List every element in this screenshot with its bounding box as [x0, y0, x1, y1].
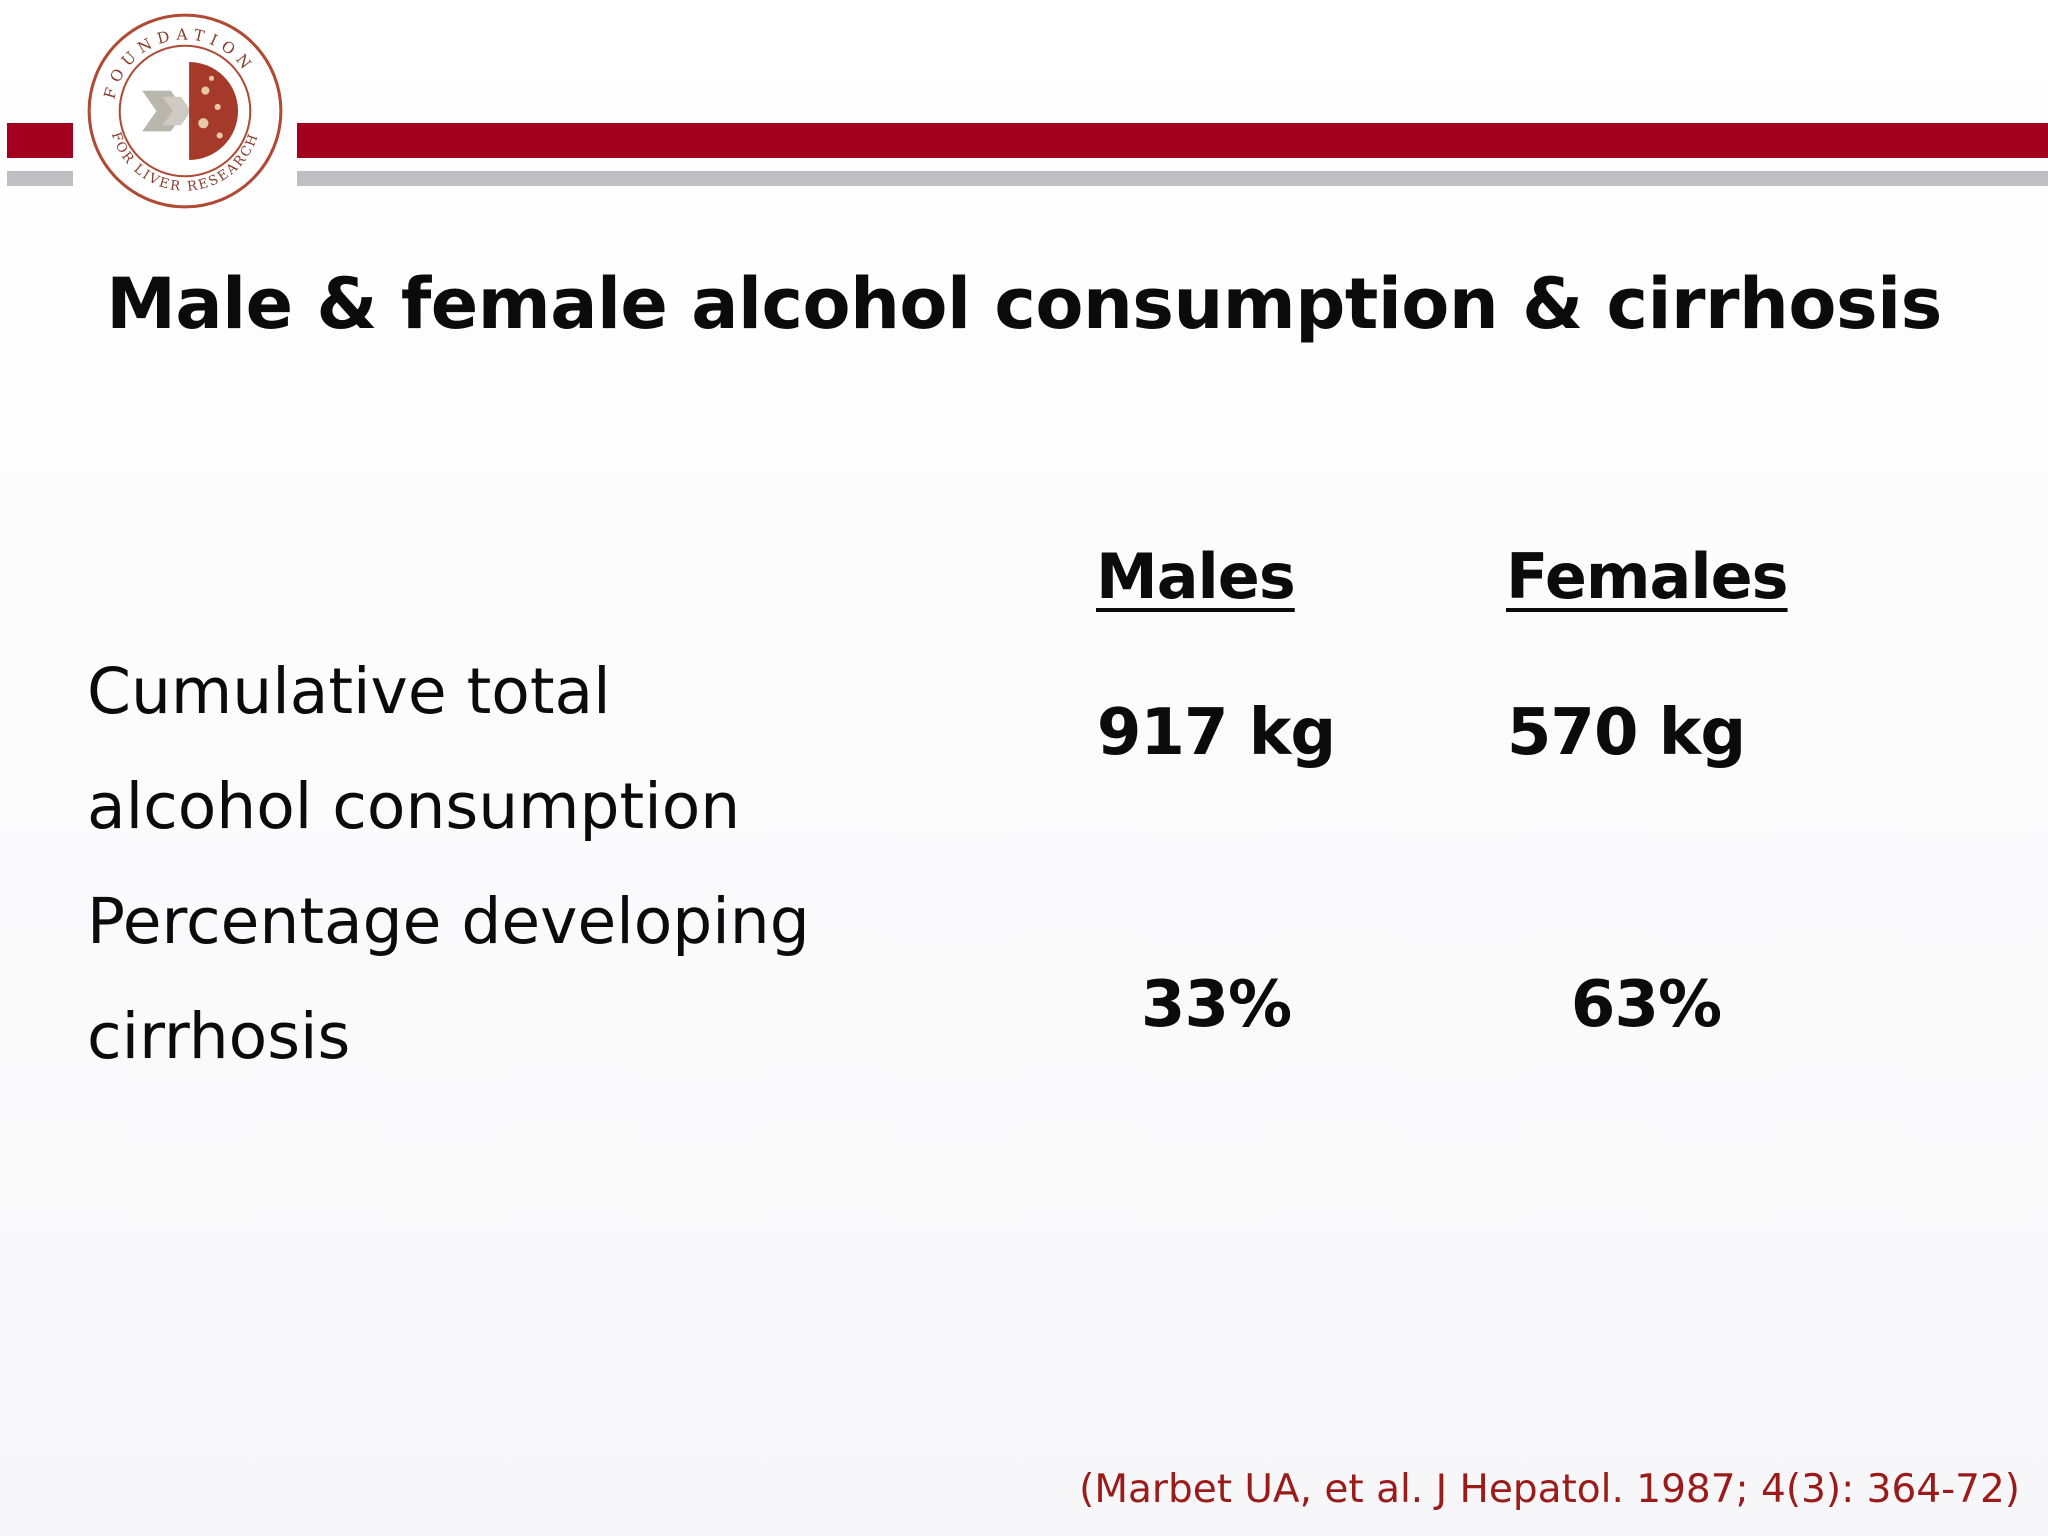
logo-half-disc-icon: [189, 62, 239, 160]
value-females-cirrhosis: 63%: [1570, 968, 1722, 1042]
logo-dot: [208, 75, 215, 81]
header-stripe-red-left: [7, 123, 73, 158]
logo-dot: [201, 86, 210, 95]
column-header-females: Females: [1506, 540, 1789, 613]
value-males-cirrhosis: 33%: [1140, 968, 1292, 1042]
logo-outer-ring: [87, 13, 283, 209]
header-stripe-red-right: [297, 123, 2048, 158]
value-males-consumption: 917 kg: [1096, 696, 1336, 770]
citation: (Marbet UA, et al. J Hepatol. 1987; 4(3)…: [1079, 1467, 2020, 1512]
header-stripe-grey-right: [297, 171, 2048, 186]
value-females-consumption: 570 kg: [1506, 696, 1746, 770]
logo-dot: [216, 132, 223, 139]
logo-dot: [214, 103, 221, 110]
column-header-males: Males: [1096, 540, 1296, 613]
header-stripe-grey-left: [7, 171, 73, 186]
row-label-consumption: Cumulative total alcohol consumption: [87, 655, 741, 843]
logo-arrow-inner-icon: [162, 96, 192, 126]
foundation-logo: FOUNDATION FOR LIVER RESEARCH: [86, 12, 284, 210]
logo-inner-ring: [118, 44, 252, 178]
logo-dot: [198, 118, 209, 129]
row-label-cirrhosis: Percentage developing cirrhosis: [87, 885, 810, 1073]
slide-title: Male & female alcohol consumption & cirr…: [106, 263, 1942, 345]
